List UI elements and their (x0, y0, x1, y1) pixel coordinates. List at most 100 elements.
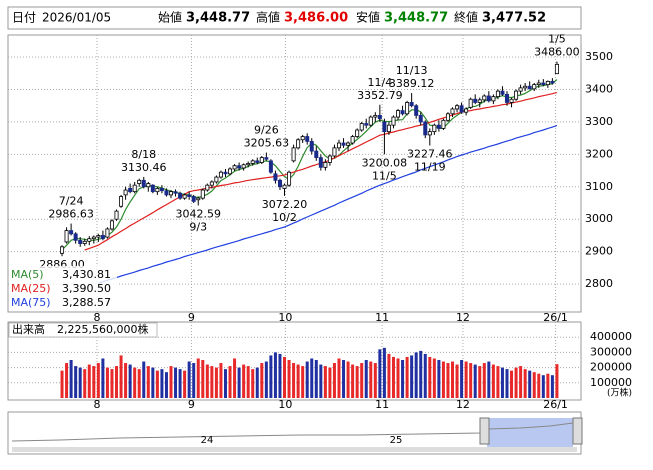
candle-body (400, 110, 405, 115)
candle-body (464, 108, 469, 113)
volume-bar (210, 366, 214, 398)
candle-body (259, 157, 264, 163)
volume-bar (351, 364, 355, 398)
annotation-value: 3042.59 (175, 207, 221, 220)
volume-bar (69, 360, 73, 398)
candle-body (368, 116, 373, 126)
volume-bar (473, 364, 477, 398)
legend-value: 3,390.50 (62, 282, 111, 295)
legend-value: 3,288.57 (62, 296, 111, 309)
legend-value: 3,430.81 (62, 268, 111, 281)
candle-body (427, 131, 432, 136)
candle-body (178, 192, 183, 199)
ma-line (98, 125, 558, 284)
volume-title: 出来高 (12, 322, 45, 336)
volume-bar (432, 358, 436, 398)
volume-bar (164, 372, 168, 398)
volume-bar (196, 358, 200, 398)
volume-bar (287, 360, 291, 398)
candle-body (445, 113, 450, 121)
candle-body (264, 157, 269, 160)
volume-bar (451, 361, 455, 398)
volume-bar (110, 369, 114, 398)
volume-bar (219, 363, 223, 398)
open-label: 始値 (158, 10, 182, 25)
volume-bar (65, 363, 69, 398)
candle-body (527, 85, 532, 90)
volume-bar (255, 367, 259, 398)
candle-body (164, 190, 169, 196)
candle-body (382, 121, 387, 133)
candle-body (128, 188, 133, 193)
annotation-value: 3205.63 (244, 137, 290, 150)
close-value: 3,477.52 (482, 11, 546, 26)
high-label: 高値 (256, 10, 280, 25)
volume-bar (296, 364, 300, 398)
annotation-value: 3130.46 (121, 161, 167, 174)
volume-bar (505, 369, 509, 398)
candle-body (441, 119, 446, 129)
date-label: 日付 (12, 11, 36, 25)
x-tick-label: 26/1 (543, 311, 568, 324)
volume-bar (428, 356, 432, 398)
candle-body (459, 105, 464, 113)
volume-bar (482, 363, 486, 398)
candle-body (314, 150, 319, 159)
volume-bar (346, 361, 350, 398)
volume-bar (401, 360, 405, 398)
candle-body (159, 188, 164, 192)
candle-body (64, 230, 69, 243)
candle-body (237, 165, 242, 169)
annotation-date: 11/13 (396, 64, 428, 77)
volume-panel (7, 321, 582, 401)
navigator-window[interactable] (487, 418, 573, 448)
candle-body (346, 142, 351, 146)
volume-bar (128, 364, 132, 398)
candle-body (500, 90, 505, 95)
candle-body (514, 90, 519, 100)
volume-bar (101, 358, 105, 398)
volume-bar (92, 366, 96, 398)
volume-bar (373, 363, 377, 398)
y-tick-label: 3500 (585, 50, 613, 63)
candle-body (191, 196, 196, 202)
volume-bar (119, 355, 123, 398)
volume-bar (478, 366, 482, 398)
x-tick-label: 10 (278, 311, 292, 324)
candle-body (491, 96, 496, 102)
volume-bar (124, 363, 128, 398)
candle-body (418, 115, 423, 123)
candle-body (114, 210, 119, 220)
candle-body (455, 105, 460, 110)
annotation-value: 3389.12 (389, 77, 435, 90)
annotation-date: 11/4 (368, 76, 393, 89)
candle-body (495, 90, 500, 98)
volume-bar (364, 360, 368, 398)
annotation-date: 1/5 (548, 33, 566, 46)
candle-body (277, 179, 282, 188)
volume-bar (419, 350, 423, 398)
volume-bar (396, 358, 400, 398)
annotation-date: 9/26 (254, 124, 279, 137)
candle-body (187, 194, 192, 197)
candle-body (396, 110, 401, 118)
price-panel (7, 34, 582, 313)
x-tick-label: 12 (456, 398, 470, 411)
candle-body (518, 87, 523, 92)
volume-bar (183, 370, 187, 398)
volume-bar (74, 366, 78, 398)
volume-bar (292, 363, 296, 398)
candle-body (468, 98, 473, 108)
scrollbar[interactable] (12, 447, 577, 452)
volume-bar (233, 358, 237, 398)
header-box (7, 6, 582, 30)
candle-body (218, 171, 223, 178)
y-tick-label: 3200 (585, 147, 613, 160)
annotation-date: 9/3 (189, 220, 207, 233)
volume-bar (369, 361, 373, 398)
candle-body (282, 184, 287, 189)
navigator-handle-right[interactable] (572, 417, 583, 445)
volume-bar (187, 361, 191, 398)
navigator-handle-left[interactable] (479, 417, 490, 445)
